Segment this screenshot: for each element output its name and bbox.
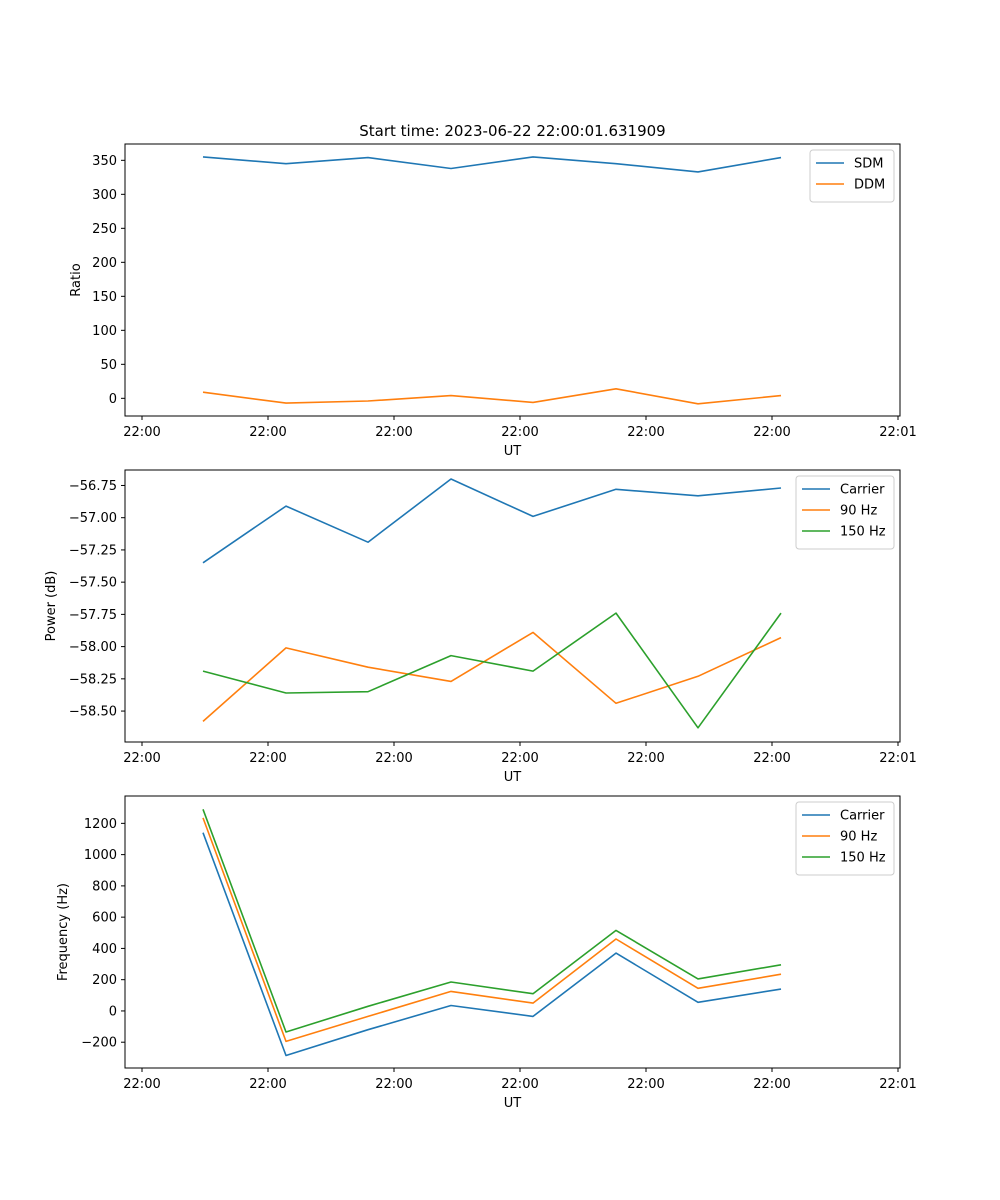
x-tick-label: 22:00 — [627, 425, 664, 440]
legend-label: 150 Hz — [840, 851, 886, 866]
chart-panel-1: Start time: 2023-06-22 22:00:01.631909 22… — [69, 122, 917, 459]
y-tick-label: 250 — [92, 222, 117, 237]
legend: SDM DDM — [809, 149, 895, 203]
chart-title: Start time: 2023-06-22 22:00:01.631909 — [359, 122, 665, 140]
y-tick-label: 350 — [92, 154, 117, 169]
x-tick-label: 22:00 — [249, 1077, 286, 1092]
y-tick-label: 200 — [92, 256, 117, 271]
y-tick-label: 150 — [92, 290, 117, 305]
y-tick-label: 1200 — [84, 817, 117, 832]
y-tick-label: −57.00 — [69, 511, 117, 526]
x-tick-label: 22:00 — [123, 1077, 160, 1092]
series-line-90-hz — [202, 631, 782, 722]
series-line-ddm — [202, 387, 782, 405]
series-line-carrier — [202, 478, 782, 564]
y-tick-label: −56.75 — [69, 479, 117, 494]
legend-label: SDM — [854, 157, 883, 172]
y-tick-label: −57.50 — [69, 576, 117, 591]
x-tick-label: 22:00 — [753, 1077, 790, 1092]
x-tick-label: 22:01 — [879, 425, 916, 440]
x-tick-label: 22:00 — [375, 425, 412, 440]
series-line-carrier — [202, 832, 782, 1057]
y-tick-label: −58.00 — [69, 640, 117, 655]
series-line-150-hz — [202, 809, 782, 1033]
x-tick-label: 22:01 — [879, 751, 916, 766]
axes-frame — [124, 795, 901, 1069]
chart-panel-2: 22:00 22:00 22:00 22:00 22:00 22:00 22:01 −58.5… — [44, 469, 917, 785]
x-tick-label: 22:00 — [123, 425, 160, 440]
y-tick-label: 0 — [109, 1004, 117, 1019]
y-axis-label: Power (dB) — [44, 571, 59, 642]
axes-frame — [124, 143, 901, 417]
y-tick-label: −58.50 — [69, 705, 117, 720]
x-axis-label: UT — [504, 1096, 522, 1111]
x-tick-label: 22:00 — [123, 751, 160, 766]
legend-label: 150 Hz — [840, 525, 886, 540]
x-tick-label: 22:00 — [753, 425, 790, 440]
x-tick-label: 22:00 — [375, 751, 412, 766]
legend-label: 90 Hz — [840, 504, 877, 519]
y-tick-label: −57.25 — [69, 543, 117, 558]
series-line-sdm — [202, 156, 782, 173]
x-tick-label: 22:00 — [627, 1077, 664, 1092]
x-tick-label: 22:01 — [879, 1077, 916, 1092]
y-tick-label: 200 — [92, 973, 117, 988]
x-tick-label: 22:00 — [375, 1077, 412, 1092]
y-tick-label: −200 — [81, 1036, 117, 1051]
x-axis-label: UT — [504, 770, 522, 785]
x-tick-label: 22:00 — [627, 751, 664, 766]
axes-frame — [124, 469, 901, 743]
chart-panel-3: 22:00 22:00 22:00 22:00 22:00 22:00 22:01 −200 0… — [56, 795, 917, 1111]
y-tick-label: 50 — [100, 358, 117, 373]
y-tick-label: 600 — [92, 911, 117, 926]
series-line-150-hz — [202, 612, 782, 729]
y-axis-label: Frequency (Hz) — [56, 883, 71, 981]
y-tick-label: 0 — [109, 392, 117, 407]
y-tick-label: −57.75 — [69, 608, 117, 623]
y-axis-label: Ratio — [69, 263, 84, 296]
y-tick-label: 1000 — [84, 848, 117, 863]
y-tick-label: 400 — [92, 942, 117, 957]
y-tick-label: 300 — [92, 188, 117, 203]
x-tick-label: 22:00 — [753, 751, 790, 766]
y-tick-label: 100 — [92, 324, 117, 339]
legend: Carrier 90 Hz 150 Hz — [795, 801, 895, 876]
y-tick-label: 800 — [92, 879, 117, 894]
legend-label: DDM — [854, 178, 885, 193]
x-tick-label: 22:00 — [249, 425, 286, 440]
legend: Carrier 90 Hz 150 Hz — [795, 475, 895, 550]
x-tick-label: 22:00 — [501, 1077, 538, 1092]
x-axis-label: UT — [504, 444, 522, 459]
x-tick-label: 22:00 — [501, 751, 538, 766]
x-tick-label: 22:00 — [249, 751, 286, 766]
legend-label: 90 Hz — [840, 830, 877, 845]
x-tick-label: 22:00 — [501, 425, 538, 440]
series-line-90-hz — [202, 817, 782, 1043]
legend-label: Carrier — [840, 483, 885, 498]
legend-label: Carrier — [840, 809, 885, 824]
y-tick-label: −58.25 — [69, 672, 117, 687]
